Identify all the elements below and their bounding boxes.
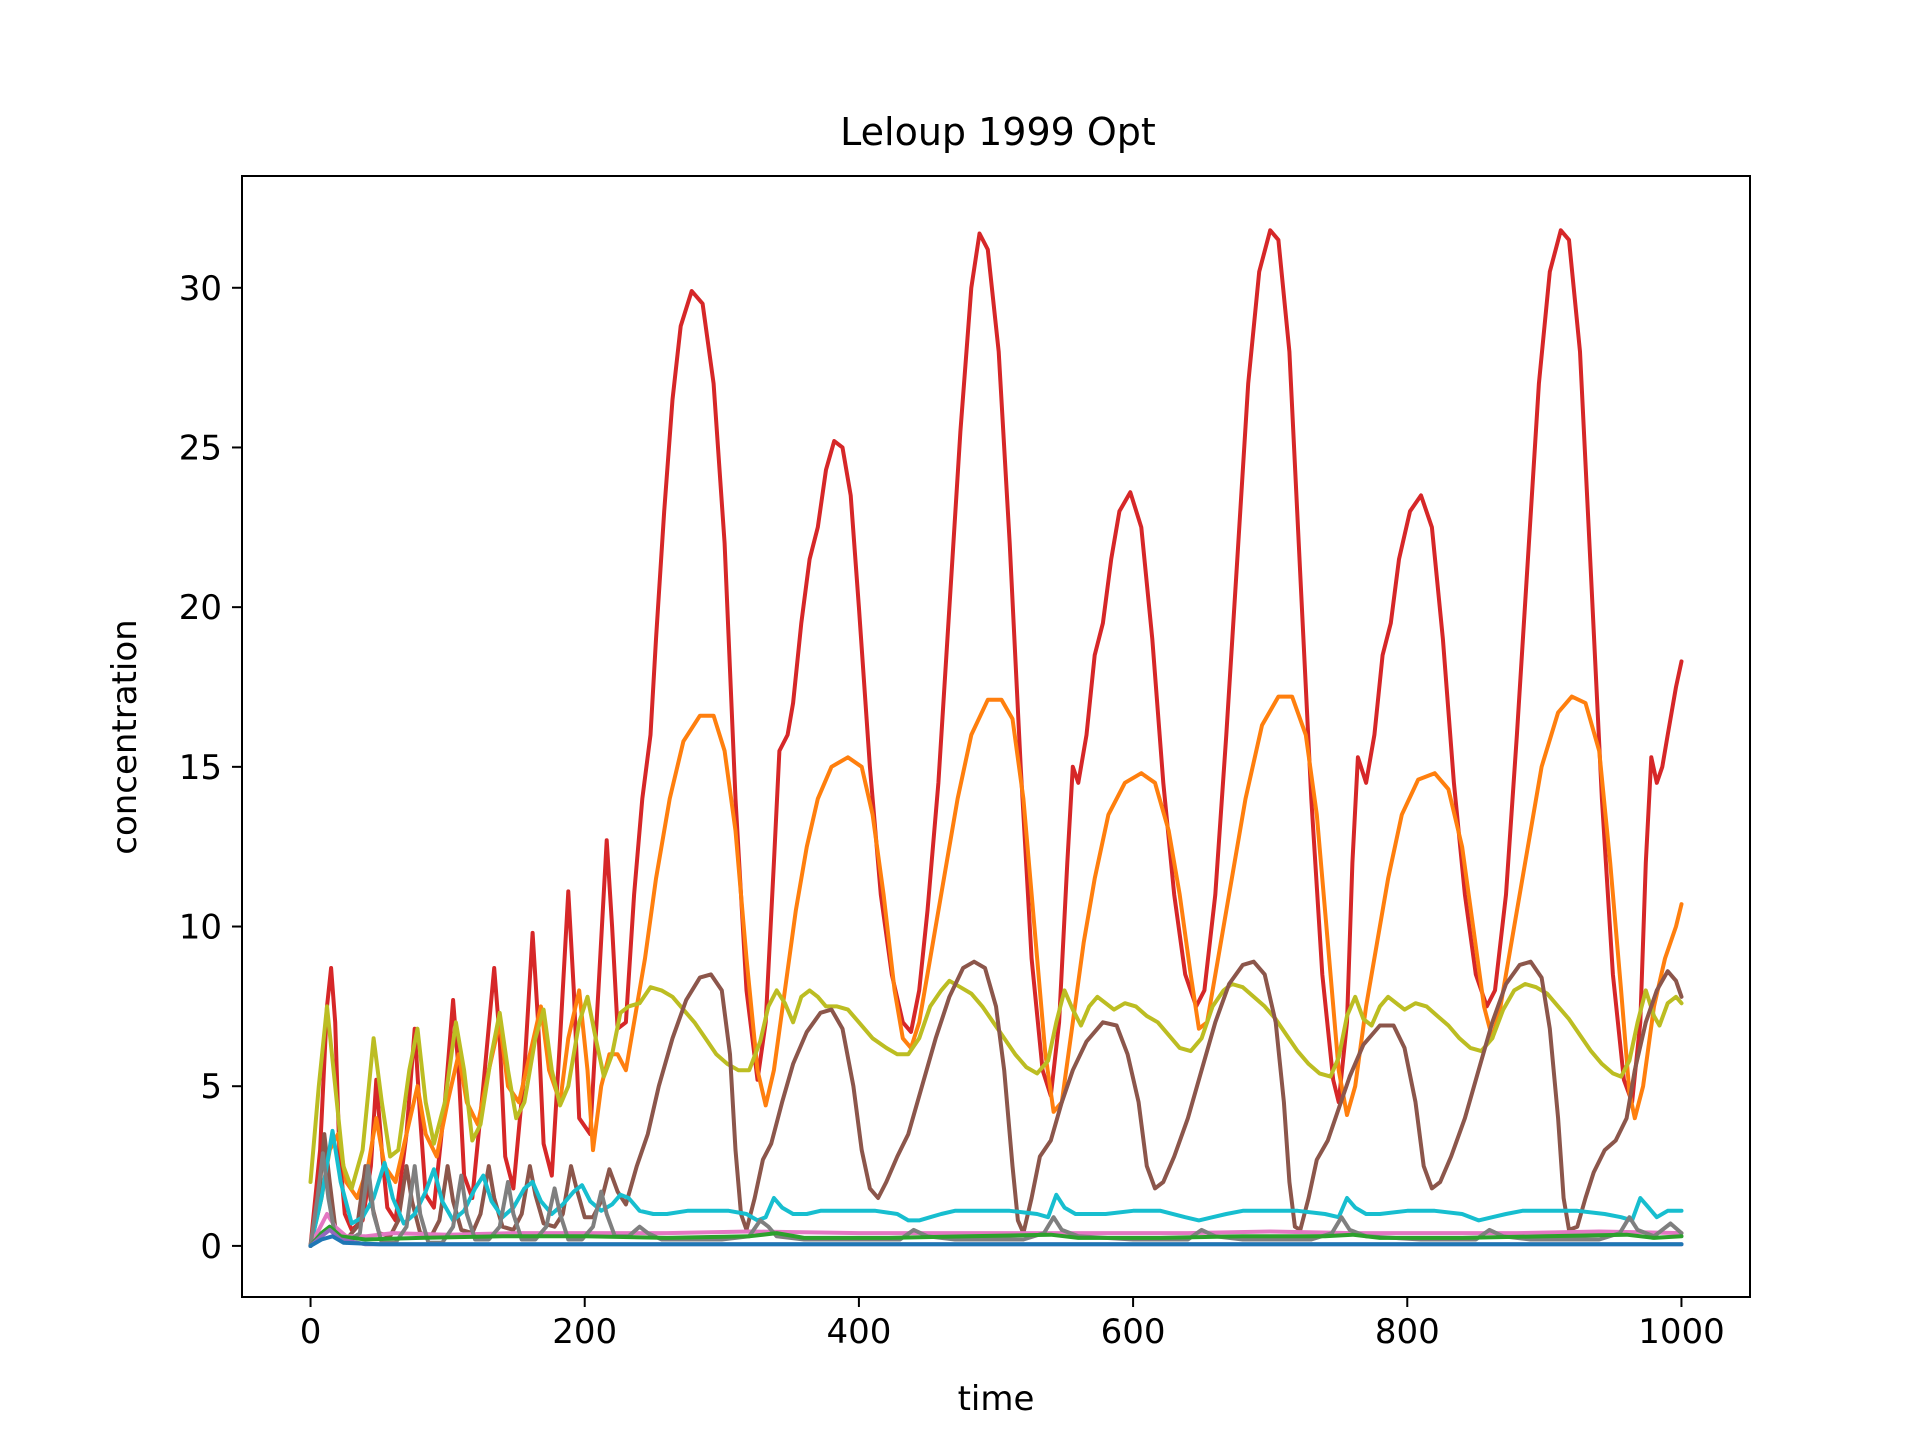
x-tick-label: 800 [1375,1312,1440,1352]
series-line-8 [308,1224,1684,1248]
x-tick-label: 200 [552,1312,617,1352]
y-tick-label: 10 [179,908,222,948]
x-axis-label: time [958,1379,1035,1419]
x-tick-label: 1000 [1638,1312,1725,1352]
y-axis-label: concentration [105,619,145,854]
x-tick-label: 0 [300,1312,322,1352]
y-axis: 0 5 10 15 20 25 30 [179,269,242,1267]
y-tick-label: 25 [179,428,222,468]
series-lines [308,228,1684,1248]
x-axis: 0 200 400 600 800 1000 [300,1297,1725,1352]
series-line-1 [308,228,1684,1248]
y-tick-label: 20 [179,588,222,628]
x-tick-label: 400 [826,1312,891,1352]
series-line-10 [308,1234,1684,1248]
y-tick-label: 0 [200,1227,222,1267]
series-line-6 [308,1212,1684,1248]
series-line-3 [308,978,1684,1191]
y-tick-label: 5 [200,1067,222,1107]
chart-title: Leloup 1999 Opt [840,110,1156,154]
plot-frame [241,175,1751,1298]
x-tick-label: 600 [1101,1312,1166,1352]
series-line-5 [308,1128,1684,1248]
y-tick-label: 15 [179,748,222,788]
y-tick-label: 30 [179,269,222,309]
